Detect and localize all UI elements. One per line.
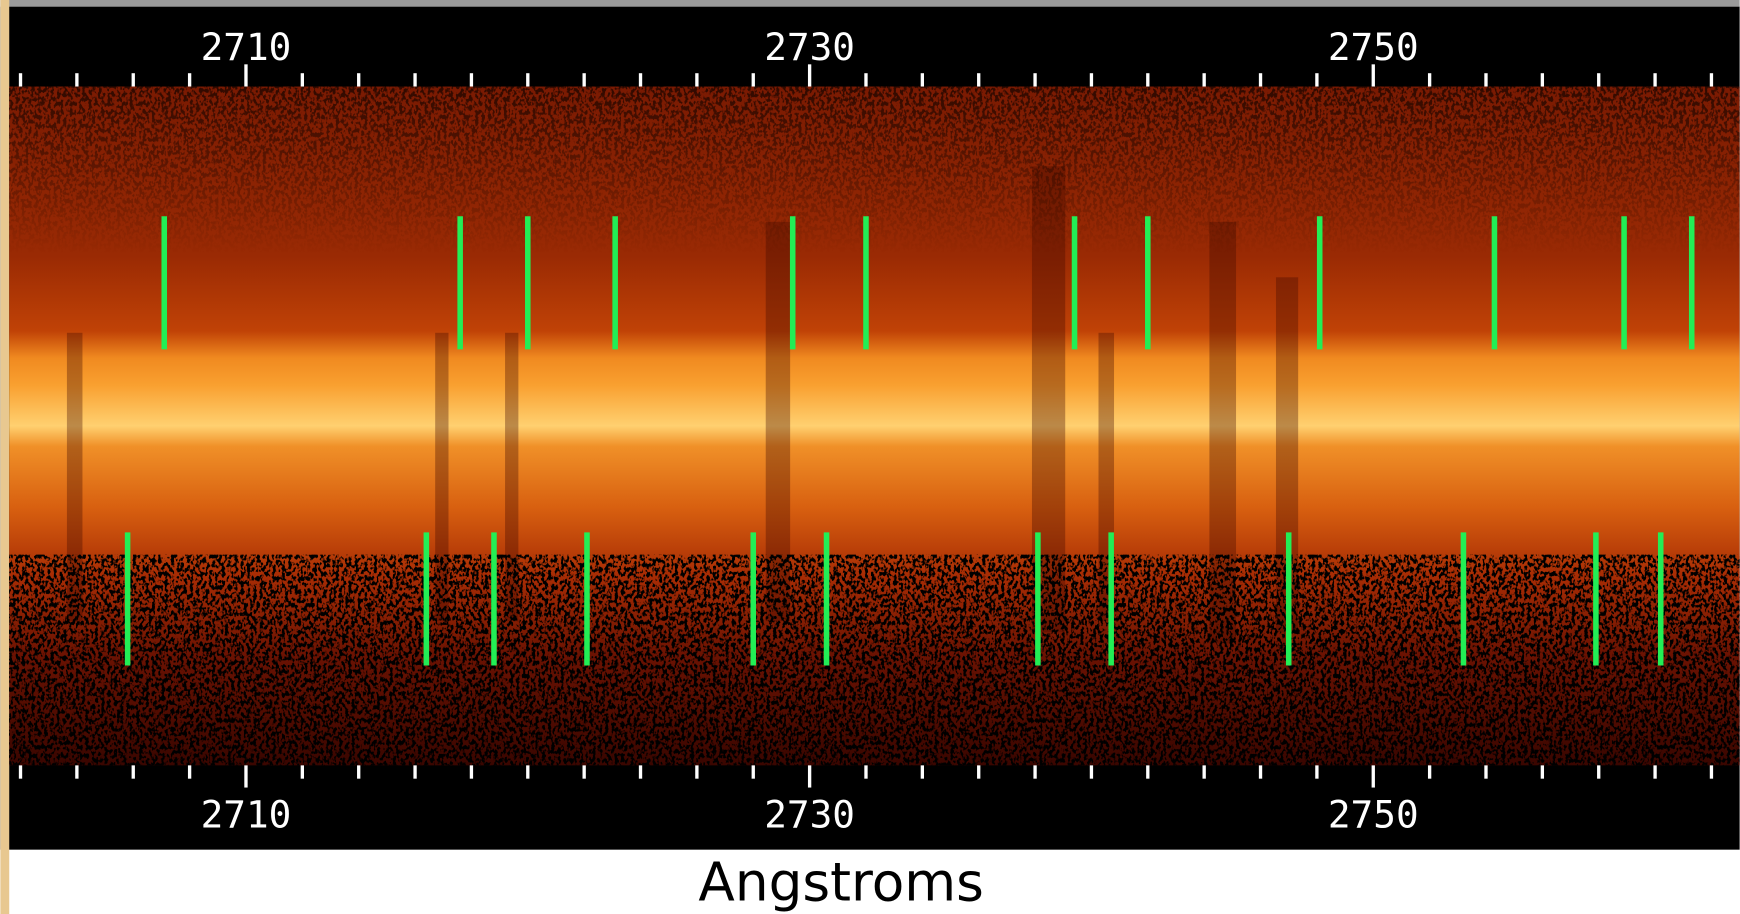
x-tick-label: 2710 [201,792,292,836]
top-bar [0,0,1740,7]
left-edge [0,0,10,914]
x-tick-label: 2730 [764,792,855,836]
noise [9,86,1740,766]
x-axis-title: Angstroms [698,852,983,914]
x-tick-label: 2750 [1328,792,1419,836]
x-tick-label: 2750 [1328,25,1419,69]
x-tick-label: 2730 [764,25,855,69]
x-tick-label: 2710 [201,25,292,69]
